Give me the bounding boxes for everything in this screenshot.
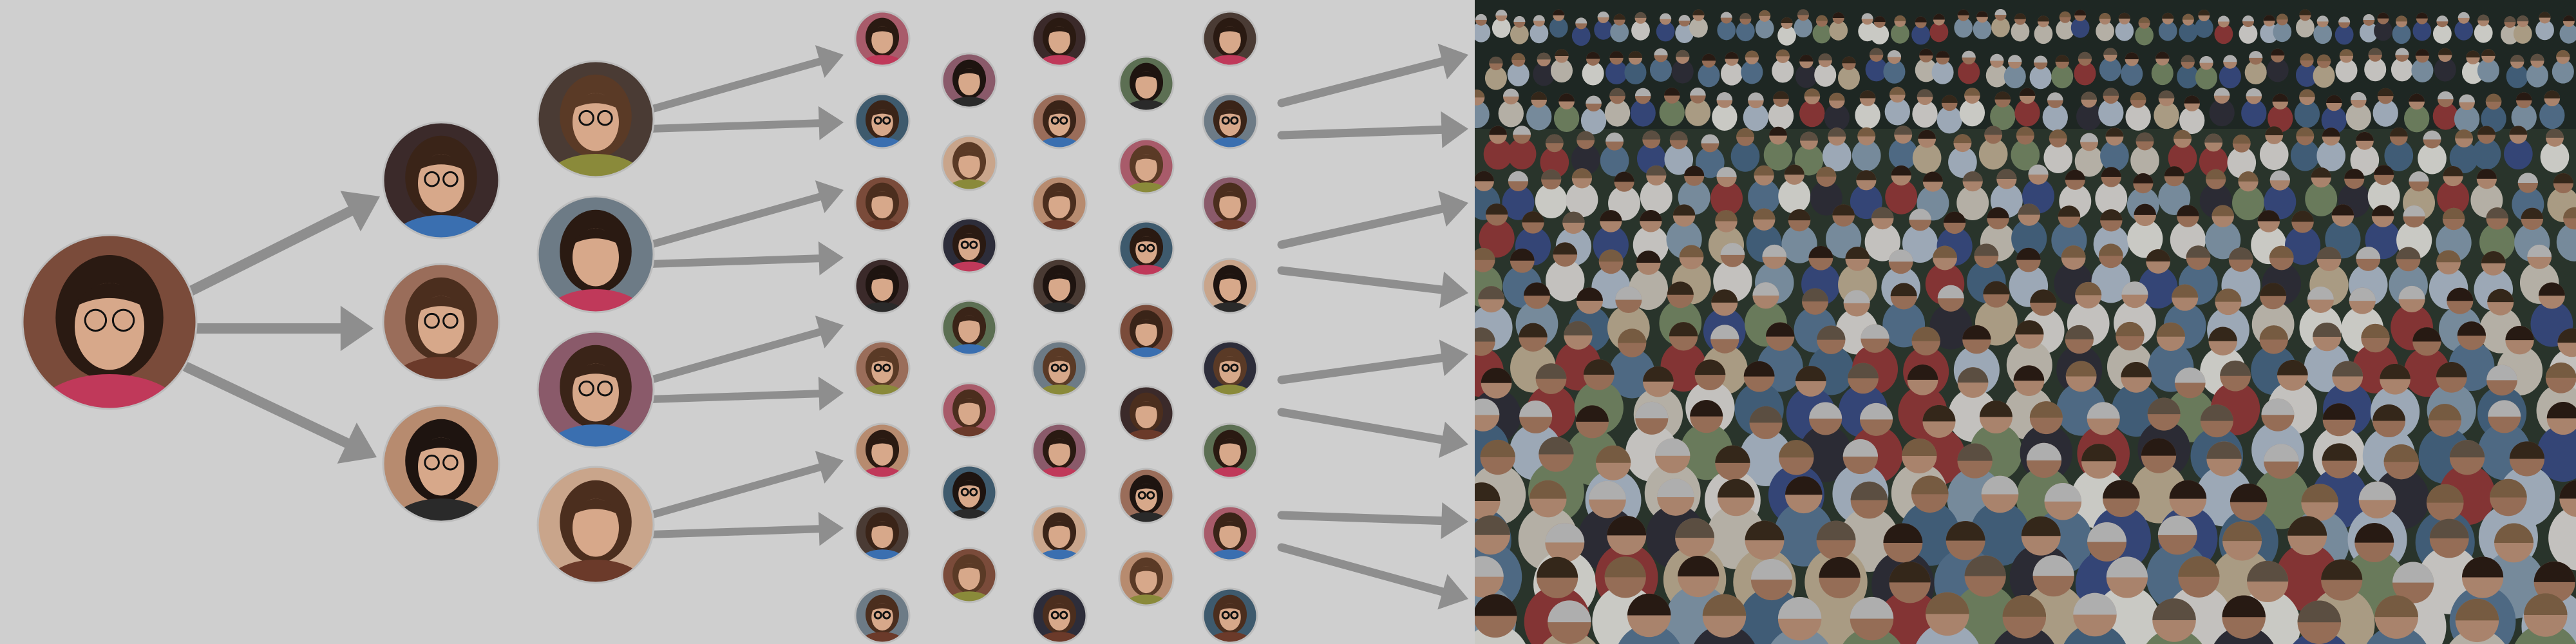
arrow-right-icon	[1277, 111, 1468, 149]
person-portrait-icon	[1118, 550, 1175, 607]
person-portrait-icon	[854, 258, 911, 314]
person-portrait-icon	[941, 135, 998, 191]
person-portrait-icon	[536, 330, 655, 449]
person-portrait-icon	[536, 466, 655, 584]
person-portrait-icon	[854, 340, 911, 397]
arrows-layer	[182, 43, 1468, 610]
person-portrait-icon	[854, 505, 911, 562]
person-portrait-icon	[382, 121, 500, 240]
arrow-right-icon	[647, 376, 844, 411]
arrow-right-icon	[647, 106, 844, 140]
person-portrait-icon	[382, 263, 500, 381]
arrow-right-icon	[182, 191, 380, 298]
person-portrait-icon	[941, 547, 998, 603]
person-portrait-icon	[854, 93, 911, 149]
person-portrait-icon	[1202, 505, 1258, 562]
person-portrait-icon	[1031, 10, 1088, 67]
arrow-right-icon	[647, 511, 844, 546]
person-portrait-icon	[21, 234, 198, 410]
person-portrait-icon	[854, 10, 911, 67]
person-portrait-icon	[1118, 138, 1175, 194]
person-portrait-icon	[1202, 10, 1258, 67]
person-portrait-icon	[941, 52, 998, 109]
person-portrait-icon	[1031, 93, 1088, 149]
arrow-right-icon	[647, 241, 844, 276]
arrow-right-icon	[182, 362, 377, 464]
arrow-right-icon	[1277, 502, 1468, 540]
person-portrait-icon	[1202, 422, 1258, 479]
person-portrait-icon	[941, 382, 998, 439]
arrow-right-icon	[1277, 43, 1468, 108]
arrow-right-icon	[1277, 408, 1468, 459]
arrow-right-icon	[647, 451, 844, 519]
person-portrait-icon	[1031, 422, 1088, 479]
person-portrait-icon	[941, 464, 998, 521]
person-portrait-icon	[1031, 175, 1088, 232]
person-portrait-icon	[854, 422, 911, 479]
crowd-photo	[1475, 0, 2576, 644]
person-portrait-icon	[1031, 587, 1088, 644]
person-portrait-icon	[1202, 93, 1258, 149]
person-portrait-icon	[1202, 258, 1258, 314]
arrow-right-icon	[1277, 191, 1468, 249]
arrow-right-icon	[1277, 339, 1468, 384]
arrow-right-icon	[647, 316, 844, 384]
person-portrait-icon	[941, 217, 998, 274]
person-portrait-icon	[536, 195, 655, 314]
person-portrait-icon	[1031, 505, 1088, 562]
person-portrait-icon	[941, 299, 998, 356]
person-portrait-icon	[854, 175, 911, 232]
person-portrait-icon	[1118, 55, 1175, 112]
person-portrait-icon	[1031, 340, 1088, 397]
arrow-right-icon	[1277, 266, 1468, 308]
person-portrait-icon	[1202, 587, 1258, 644]
person-portrait-icon	[1118, 220, 1175, 277]
person-portrait-icon	[1118, 468, 1175, 524]
person-portrait-icon	[1118, 303, 1175, 359]
person-portrait-icon	[1118, 385, 1175, 442]
person-portrait-icon	[382, 404, 500, 523]
person-portrait-icon	[536, 60, 655, 178]
arrow-right-icon	[1277, 543, 1468, 610]
arrow-right-icon	[647, 180, 844, 249]
arrow-right-icon	[647, 45, 844, 113]
person-portrait-icon	[854, 587, 911, 644]
arrow-right-icon	[191, 305, 374, 352]
person-portrait-icon	[1031, 258, 1088, 314]
person-portrait-icon	[1202, 175, 1258, 232]
people-layer	[21, 10, 1258, 644]
person-portrait-icon	[1202, 340, 1258, 397]
